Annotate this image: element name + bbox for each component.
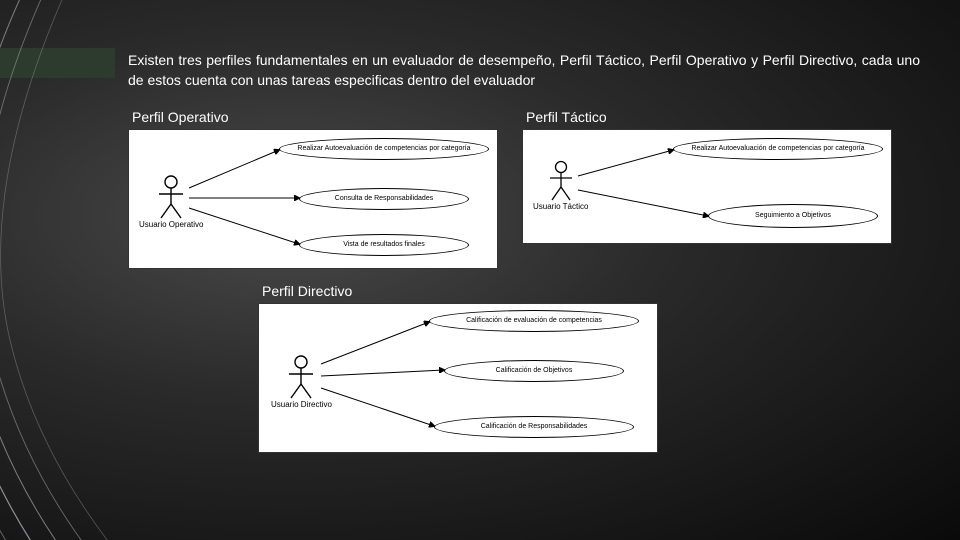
diagram-tactico: Usuario Táctico Realizar Autoevaluación … <box>522 129 892 244</box>
usecase-dir-1: Calificación de Objetivos <box>444 360 624 382</box>
usecase-op-0: Realizar Autoevaluación de competencias … <box>279 138 489 160</box>
panel-tactico: Perfil Táctico Usuario Táctico Realizar … <box>522 109 892 269</box>
actor-label: Usuario Directivo <box>271 400 332 409</box>
usecase-dir-2: Calificación de Responsabilidades <box>434 416 634 438</box>
slide-content: Existen tres perfiles fundamentales en u… <box>128 50 920 453</box>
panel-title-tactico: Perfil Táctico <box>522 109 892 125</box>
actor-operativo: Usuario Operativo <box>139 174 203 229</box>
usecase-dir-0: Calificación de evaluación de competenci… <box>429 310 639 332</box>
actor-tactico: Usuario Táctico <box>533 160 588 211</box>
actor-label: Usuario Operativo <box>139 220 203 229</box>
panel-operativo: Perfil Operativo Usuario Operativo Reali… <box>128 109 498 269</box>
diagram-operativo: Usuario Operativo Realizar Autoevaluació… <box>128 129 498 269</box>
intro-paragraph: Existen tres perfiles fundamentales en u… <box>128 50 920 91</box>
actor-label: Usuario Táctico <box>533 202 588 211</box>
usecase-tac-0: Realizar Autoevaluación de competencias … <box>673 138 883 160</box>
panel-title-operativo: Perfil Operativo <box>128 109 498 125</box>
usecase-op-1: Consulta de Responsabilidades <box>299 188 469 210</box>
panel-title-directivo: Perfil Directivo <box>258 283 920 299</box>
panel-directivo: Perfil Directivo Usuario Directivo Calif… <box>258 283 920 453</box>
usecase-op-2: Vista de resultados finales <box>299 234 469 256</box>
actor-directivo: Usuario Directivo <box>271 354 332 409</box>
usecase-tac-1: Seguimiento a Objetivos <box>708 204 878 228</box>
corner-accent <box>0 48 115 78</box>
diagram-directivo: Usuario Directivo Calificación de evalua… <box>258 303 658 453</box>
